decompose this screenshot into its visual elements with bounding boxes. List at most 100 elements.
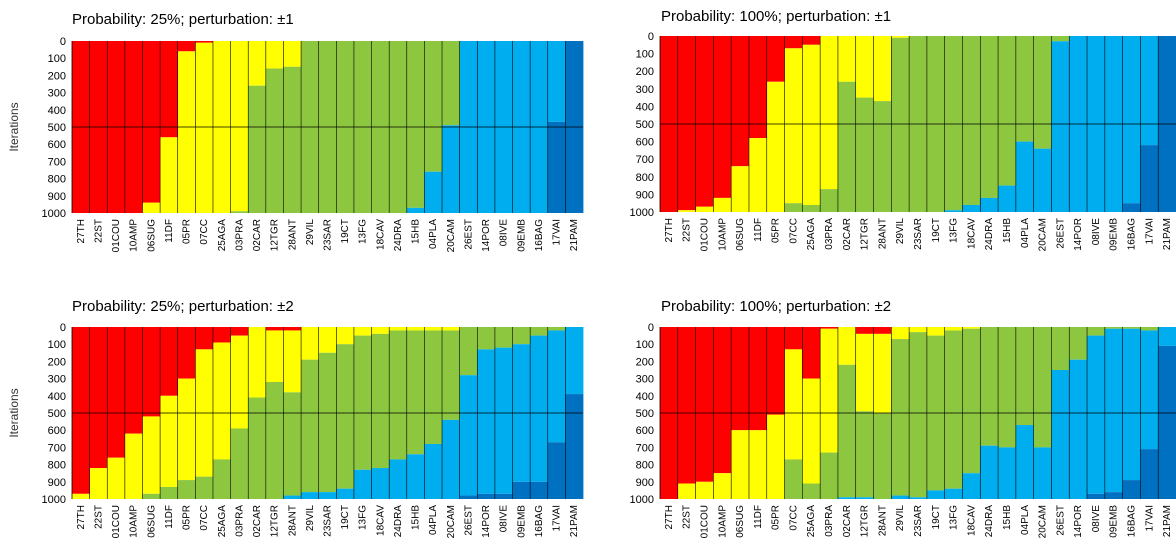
bar-segment (265, 327, 284, 331)
bar-segment (784, 36, 803, 49)
bar-segment (477, 327, 496, 350)
bar-segment (318, 327, 337, 353)
x-tick-label: 27TH (76, 219, 87, 243)
x-tick-label: 03PRA (824, 505, 835, 537)
x-tick-label: 04PLA (1020, 218, 1031, 248)
y-tick-label: 900 (48, 477, 66, 489)
x-tick-label: 17VAI (552, 219, 563, 246)
bar-segment (784, 48, 803, 204)
y-tick-label: 700 (636, 442, 654, 454)
y-tick-label: 800 (636, 460, 654, 472)
bar-segment (283, 41, 302, 67)
bar-segment (855, 327, 874, 334)
x-tick-label: 22ST (93, 505, 104, 529)
bar-segment (494, 493, 513, 499)
bar-segment (301, 359, 320, 493)
x-tick-label: 21PAM (569, 219, 580, 251)
bar-segment (195, 476, 214, 499)
bar-segment (283, 495, 302, 499)
bar-segment (142, 41, 161, 203)
x-tick-label: 13FG (358, 505, 369, 530)
y-tick-label: 500 (48, 122, 66, 134)
x-tick-label: 19CT (931, 505, 942, 529)
bar-segment (565, 394, 584, 499)
bar-segment (1087, 335, 1106, 494)
bar-segment (873, 327, 892, 334)
bar-segment (891, 339, 910, 496)
x-tick-label: 07CC (199, 219, 210, 245)
bar-segment (353, 327, 372, 336)
bar-segment (998, 327, 1017, 448)
bar-segment (459, 327, 478, 376)
bar-segment (1033, 36, 1052, 149)
bar-segment (837, 364, 857, 498)
x-tick-label: 29VIL (895, 218, 906, 245)
y-tick-label: 500 (636, 119, 654, 131)
x-tick-label: 01COU (699, 505, 710, 538)
bar-segment (336, 488, 355, 499)
bar-segment (766, 327, 785, 415)
y-tick-label: 900 (48, 191, 66, 203)
x-tick-label: 21PAM (1162, 505, 1173, 537)
bar-segment (230, 327, 249, 336)
y-tick-label: 200 (48, 70, 66, 82)
y-tick-label: 700 (48, 442, 66, 454)
y-tick-label: 900 (636, 477, 654, 489)
x-tick-label: 28ANT (287, 219, 298, 250)
x-tick-label: 09EMB (516, 505, 527, 538)
x-tick-label: 09EMB (1109, 218, 1120, 251)
x-tick-label: 18CAV (375, 505, 386, 536)
y-tick-label: 800 (48, 174, 66, 186)
x-tick-label: 02CAR (842, 505, 853, 537)
y-tick-label: 400 (636, 391, 654, 403)
bar-segment (248, 85, 267, 213)
x-tick-label: 24DRA (984, 218, 995, 251)
bar-segment (962, 36, 981, 205)
bar-segment (353, 335, 372, 470)
bar-segment (195, 327, 214, 350)
bar-segment (962, 328, 981, 474)
x-tick-label: 08IVE (499, 219, 510, 247)
bar-segment (944, 210, 963, 212)
bar-segment (944, 488, 963, 499)
bar-segment (837, 36, 857, 82)
y-tick-label: 100 (48, 53, 66, 65)
bar-segment (424, 330, 443, 444)
x-tick-label: 20CAM (446, 505, 457, 538)
bar-segment (301, 327, 320, 360)
bar-segment (731, 327, 750, 431)
bar-segment (265, 41, 284, 69)
bar-segment (336, 327, 355, 345)
bar-segment (944, 327, 963, 331)
y-axis-label: Iterations (7, 102, 21, 151)
y-tick-label: 1000 (630, 207, 654, 219)
chart-panel-3: Probability: 25%; perturbation: ±2 Iterat… (7, 298, 584, 538)
bar-segment (1140, 145, 1159, 212)
bar-segment (820, 189, 839, 212)
x-tick-label: 05PR (771, 505, 782, 530)
bar-segment (424, 171, 443, 213)
bar-segment (547, 327, 566, 331)
bar-segment (565, 327, 584, 395)
x-tick-label: 23SAR (913, 505, 924, 537)
bar-segment (142, 416, 161, 494)
chart-title: Probability: 25%; perturbation: ±2 (72, 298, 294, 315)
bar-segment (873, 36, 892, 102)
x-tick-label: 02CAR (252, 505, 263, 537)
y-tick-label: 800 (636, 172, 654, 184)
y-axis-label: Iterations (7, 388, 21, 437)
bar-segment (459, 375, 478, 496)
x-tick-label: 11DF (753, 218, 764, 242)
x-tick-label: 06SUG (735, 505, 746, 538)
bar-segment (1051, 370, 1070, 499)
y-tick-label: 500 (48, 408, 66, 420)
x-tick-label: 17VAI (1144, 505, 1155, 532)
bar-segment (748, 327, 768, 431)
bar-segment (406, 207, 425, 213)
bar-segment (124, 433, 143, 499)
bar-segment (980, 36, 999, 198)
bar-segment (1015, 141, 1035, 212)
bar-segment (784, 349, 803, 460)
x-tick-label: 23SAR (323, 505, 334, 537)
y-tick-label: 0 (648, 31, 654, 43)
